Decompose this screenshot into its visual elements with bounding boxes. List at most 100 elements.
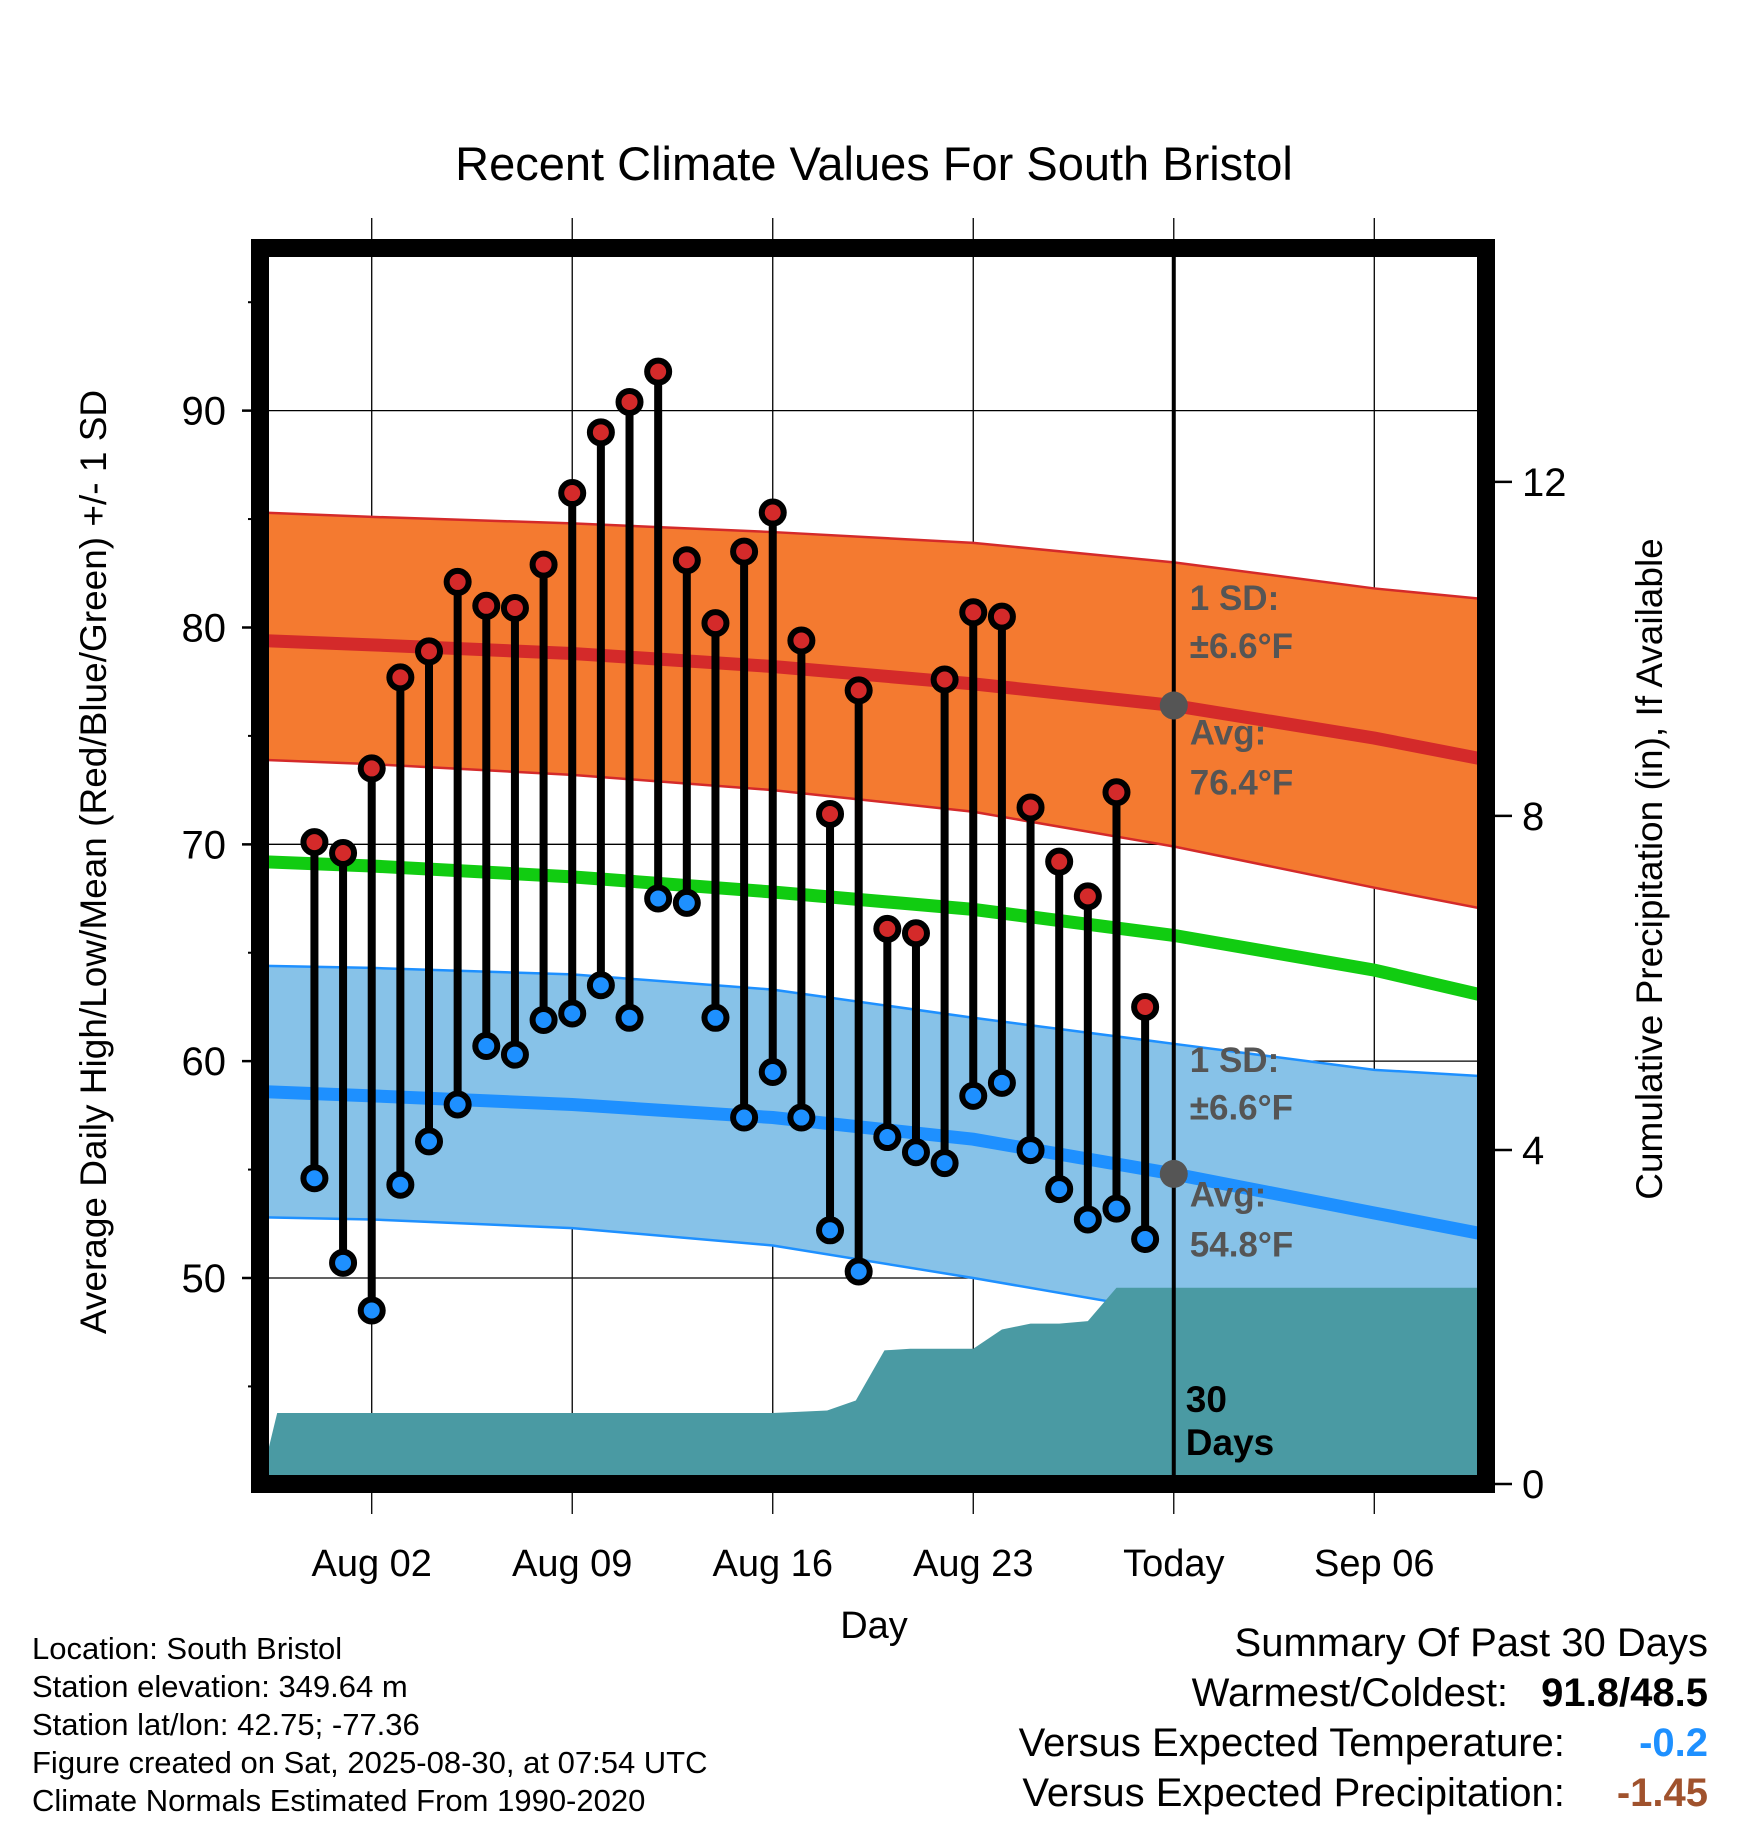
warm-cold-value: 91.8/48.5 bbox=[1541, 1671, 1708, 1715]
daily-high-point bbox=[300, 828, 329, 857]
x-tick-label: Aug 16 bbox=[713, 1543, 833, 1585]
daily-high-point bbox=[443, 567, 472, 596]
high-avg-label: Avg: bbox=[1190, 714, 1266, 753]
temp-row: Versus Expected Temperature: -0.2 bbox=[1019, 1718, 1708, 1768]
high-sd-upper-line bbox=[260, 511, 1486, 601]
daily-low-point bbox=[386, 1170, 415, 1199]
right-tick-label: 4 bbox=[1522, 1129, 1544, 1173]
x-tick-label: Today bbox=[1123, 1543, 1224, 1585]
created-text: Figure created on Sat, 2025-08-30, at 07… bbox=[32, 1745, 708, 1780]
daily-high-point bbox=[672, 546, 701, 575]
precip-value: -1.45 bbox=[1616, 1771, 1708, 1815]
daily-high-point bbox=[329, 838, 358, 867]
daily-high-point bbox=[386, 663, 415, 692]
low-avg-line bbox=[260, 1085, 1486, 1242]
high-avg-value: 76.4°F bbox=[1190, 763, 1294, 802]
daily-low-point bbox=[701, 1003, 730, 1032]
left-tick-label: 60 bbox=[182, 1040, 227, 1084]
precipitation-area bbox=[260, 1287, 1486, 1484]
chart-title: Recent Climate Values For South Bristol bbox=[455, 137, 1293, 190]
precipitation-fill bbox=[260, 1287, 1486, 1484]
daily-high-point bbox=[959, 598, 988, 627]
daily-low-point bbox=[644, 884, 673, 913]
daily-low-point bbox=[472, 1031, 501, 1060]
x-tick-label: Aug 02 bbox=[311, 1543, 431, 1585]
daily-high-point bbox=[644, 357, 673, 386]
x-tick-label: Sep 06 bbox=[1314, 1543, 1434, 1585]
daily-high-point bbox=[901, 919, 930, 948]
elevation-text: Station elevation: 349.64 m bbox=[32, 1669, 408, 1704]
daily-low-point bbox=[329, 1248, 358, 1277]
daily-low-point bbox=[1045, 1175, 1074, 1204]
daily-low-point bbox=[1131, 1224, 1160, 1253]
low-avg-label: Avg: bbox=[1190, 1175, 1266, 1214]
low-avg-value: 54.8°F bbox=[1190, 1225, 1294, 1264]
daily-low-point bbox=[586, 971, 615, 1000]
x-axis-label: Day bbox=[840, 1605, 908, 1647]
daily-low-point bbox=[443, 1090, 472, 1119]
low-sd-upper-line bbox=[260, 964, 1486, 1078]
daily-low-point bbox=[730, 1103, 759, 1132]
high-sd-band bbox=[260, 512, 1486, 910]
low-sd-label: 1 SD: bbox=[1190, 1041, 1279, 1080]
today-high-avg-marker bbox=[1159, 691, 1188, 720]
daily-high-point bbox=[873, 914, 902, 943]
daily-high-point bbox=[1045, 847, 1074, 876]
normal-bands bbox=[260, 511, 1486, 1379]
x-tick-label: Aug 23 bbox=[913, 1543, 1033, 1585]
daily-high-point bbox=[1073, 882, 1102, 911]
annotations: 1 SD: ±6.6°F Avg: 76.4°F 1 SD: ±6.6°F Avg: 54.8… bbox=[1159, 579, 1294, 1463]
daily-high-point bbox=[529, 550, 558, 579]
daily-low-point bbox=[500, 1040, 529, 1069]
daily-low-point bbox=[758, 1058, 787, 1086]
daily-low-point bbox=[357, 1296, 386, 1325]
daily-low-point bbox=[844, 1257, 873, 1286]
daily-high-point bbox=[930, 665, 959, 694]
high-sd-lower-line bbox=[260, 758, 1486, 911]
low-sd-value: ±6.6°F bbox=[1190, 1089, 1293, 1128]
left-tick-label: 70 bbox=[182, 823, 227, 867]
daily-high-point bbox=[472, 591, 501, 620]
daily-high-point bbox=[586, 418, 615, 447]
daily-high-point bbox=[1102, 778, 1131, 807]
axes: 50 60 70 80 90 0 4 8 12 Aug 02 Aug 09 Aug 16 Aug 23 T… bbox=[182, 301, 1567, 1585]
left-tick-label: 80 bbox=[182, 606, 227, 650]
daily-low-point bbox=[1102, 1194, 1131, 1223]
today-low-avg-marker bbox=[1159, 1159, 1188, 1188]
daily-high-point bbox=[500, 593, 529, 622]
daily-low-point bbox=[300, 1164, 329, 1193]
daily-high-point bbox=[844, 676, 873, 705]
y-axis-label-right: Cumulative Precipitation (in), If Availa… bbox=[1629, 538, 1670, 1200]
days-unit-label: Days bbox=[1186, 1422, 1274, 1463]
summary-panel: Summary Of Past 30 Days Warmest/Coldest:… bbox=[1019, 1618, 1708, 1818]
precip-label: Versus Expected Precipitation: bbox=[1022, 1771, 1565, 1815]
summary-title: Summary Of Past 30 Days bbox=[1234, 1621, 1708, 1665]
plot-frame bbox=[251, 239, 1495, 1493]
daily-low-point bbox=[558, 999, 587, 1028]
daily-low-point bbox=[672, 888, 701, 917]
daily-low-point bbox=[787, 1103, 816, 1132]
warm-cold-label: Warmest/Coldest: bbox=[1191, 1671, 1509, 1715]
daily-high-point bbox=[357, 754, 386, 783]
daily-high-point bbox=[1016, 793, 1045, 822]
right-tick-label: 0 bbox=[1522, 1463, 1544, 1507]
left-tick-label: 50 bbox=[182, 1257, 227, 1301]
mean-line bbox=[260, 855, 1486, 1003]
daily-high-point bbox=[615, 387, 644, 416]
daily-low-point bbox=[987, 1068, 1016, 1097]
daily-high-point bbox=[558, 479, 587, 508]
normal-lines bbox=[260, 248, 1486, 1484]
latlon-text: Station lat/lon: 42.75; -77.36 bbox=[32, 1707, 420, 1742]
daily-high-point bbox=[787, 626, 816, 655]
daily-high-point bbox=[987, 602, 1016, 631]
temp-label: Versus Expected Temperature: bbox=[1018, 1721, 1565, 1765]
right-tick-label: 12 bbox=[1522, 461, 1567, 505]
daily-low-point bbox=[1016, 1136, 1045, 1165]
daily-low-point bbox=[901, 1138, 930, 1167]
daily-high-point bbox=[816, 799, 845, 828]
right-tick-label: 8 bbox=[1522, 795, 1544, 839]
warm-cold-row: Warmest/Coldest: 91.8/48.5 bbox=[1019, 1668, 1708, 1718]
daily-high-point bbox=[701, 609, 730, 638]
temp-value: -0.2 bbox=[1639, 1721, 1708, 1765]
y-axis-label-left: Average Daily High/Low/Mean (Red/Blue/Gr… bbox=[73, 390, 114, 1334]
